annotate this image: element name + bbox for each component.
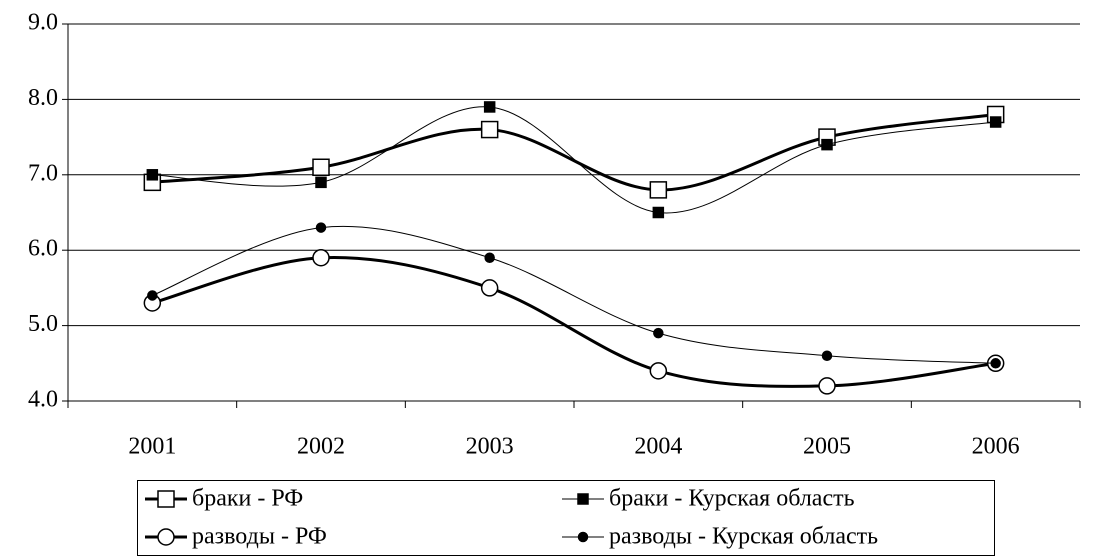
series-line bbox=[151, 255, 996, 388]
marker bbox=[989, 116, 1002, 128]
marker bbox=[157, 490, 175, 508]
marker bbox=[818, 377, 836, 395]
legend-label: браки - РФ bbox=[192, 486, 303, 512]
marker bbox=[147, 290, 158, 301]
marker bbox=[652, 206, 665, 219]
marker bbox=[483, 101, 496, 113]
legend-label: разводы - Курская область bbox=[609, 524, 878, 550]
marker bbox=[157, 528, 175, 546]
y-tick-label: 9.0 bbox=[28, 10, 58, 36]
marker bbox=[577, 531, 589, 543]
y-tick-label: 8.0 bbox=[28, 85, 58, 111]
marker bbox=[312, 158, 330, 177]
x-tick-label: 2001 bbox=[128, 434, 176, 460]
x-tick-label: 2005 bbox=[803, 434, 851, 460]
marker bbox=[821, 350, 833, 362]
marker bbox=[146, 169, 159, 181]
series-line bbox=[152, 106, 996, 214]
marker bbox=[480, 120, 499, 139]
x-tick-label: 2004 bbox=[634, 434, 682, 460]
marker bbox=[577, 493, 589, 505]
marker bbox=[484, 252, 495, 263]
marker bbox=[653, 327, 664, 339]
marker bbox=[315, 222, 327, 233]
legend-label: браки - Курская область bbox=[609, 486, 855, 512]
y-tick-label: 7.0 bbox=[28, 160, 58, 186]
marker bbox=[821, 138, 833, 151]
series-line bbox=[152, 112, 996, 192]
y-tick-label: 6.0 bbox=[28, 236, 58, 262]
marker bbox=[649, 181, 668, 199]
x-tick-label: 2006 bbox=[972, 434, 1020, 460]
x-tick-label: 2002 bbox=[297, 434, 345, 460]
marker bbox=[315, 176, 327, 189]
y-tick-label: 5.0 bbox=[28, 311, 58, 337]
marker bbox=[649, 362, 668, 380]
marker bbox=[480, 279, 499, 297]
x-tick-label: 2003 bbox=[466, 434, 514, 460]
marker bbox=[312, 248, 330, 267]
legend-label: разводы - РФ bbox=[192, 524, 327, 550]
series-line bbox=[152, 225, 996, 364]
legend-box bbox=[137, 480, 995, 556]
marker bbox=[990, 358, 1001, 369]
y-tick-label: 4.0 bbox=[28, 387, 58, 413]
